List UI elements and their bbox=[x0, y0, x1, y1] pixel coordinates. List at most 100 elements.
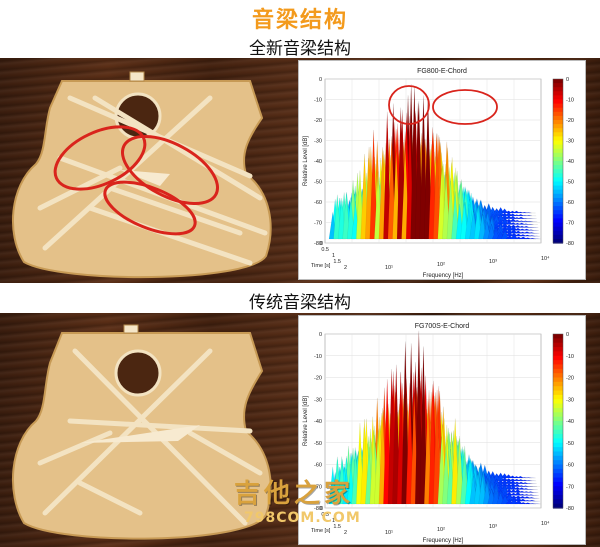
surface-spike bbox=[514, 499, 523, 505]
y-axis-label: Relative Level [dB] bbox=[303, 136, 309, 186]
surface-spike bbox=[509, 215, 517, 219]
y-tick-label: -60 bbox=[314, 200, 322, 206]
surface-spike bbox=[523, 234, 532, 237]
time-tick-label: 1 bbox=[332, 518, 335, 524]
colorbar-segment bbox=[553, 421, 563, 426]
y-tick-label: -40 bbox=[314, 419, 322, 425]
frequency-tick-label: 10² bbox=[437, 262, 445, 268]
colorbar-tick-label: -10 bbox=[566, 354, 574, 360]
surface-spike bbox=[528, 237, 537, 240]
y-tick-label: -10 bbox=[314, 98, 322, 104]
colorbar-segment bbox=[553, 403, 563, 409]
highlight-circle bbox=[120, 134, 220, 206]
surface-spike bbox=[517, 487, 526, 490]
surface-spike bbox=[518, 498, 528, 502]
surface-spike bbox=[523, 502, 532, 505]
surface-spike bbox=[525, 215, 533, 217]
guitar-top-traditional-bracing bbox=[12, 324, 272, 540]
colorbar-frame bbox=[552, 78, 564, 244]
colorbar-segment bbox=[553, 360, 563, 366]
surface-spike bbox=[383, 111, 392, 240]
surface-spike bbox=[521, 211, 528, 214]
colorbar-segment bbox=[553, 226, 563, 232]
watermark: 吉他之家 798COM.COM bbox=[234, 473, 361, 526]
colorbar-segment bbox=[553, 373, 563, 379]
surface-spike bbox=[521, 479, 529, 482]
surface-spike bbox=[528, 235, 536, 237]
time-tick-label: 1.5 bbox=[333, 259, 341, 265]
colorbar-segment bbox=[553, 128, 563, 133]
surface-spike bbox=[526, 488, 534, 490]
surface-spike bbox=[509, 218, 517, 222]
colorbar-segment bbox=[553, 442, 563, 448]
surface-spike bbox=[337, 456, 346, 505]
surface-spike bbox=[510, 234, 519, 240]
surface-spike bbox=[505, 220, 513, 225]
surface-spike bbox=[518, 236, 528, 240]
colorbar-segment bbox=[553, 156, 563, 162]
surface-spike bbox=[513, 491, 522, 496]
colorbar-segment bbox=[553, 460, 563, 466]
surface-spike bbox=[522, 220, 529, 222]
surface-spike bbox=[519, 502, 528, 505]
time-tick-label: 2 bbox=[344, 265, 347, 271]
surface-spike bbox=[512, 210, 521, 214]
surface-spike bbox=[519, 234, 527, 237]
surface-spike bbox=[504, 474, 513, 479]
colorbar-segment bbox=[553, 447, 563, 453]
y-tick-label: -10 bbox=[314, 354, 322, 360]
surface-spike bbox=[505, 215, 513, 219]
colorbar-segment bbox=[553, 230, 563, 236]
surface-spike bbox=[517, 479, 525, 482]
surface-spike bbox=[460, 452, 469, 505]
colorbar-segment bbox=[553, 451, 563, 457]
time-tick-label: 1.5 bbox=[333, 524, 341, 530]
y-tick-label: -30 bbox=[314, 397, 322, 403]
surface-spike bbox=[521, 482, 529, 484]
time-axis-label: Time [s] bbox=[311, 263, 331, 269]
colorbar-segment bbox=[553, 434, 563, 439]
surface-spike bbox=[513, 483, 522, 487]
surface-spike bbox=[522, 223, 530, 225]
surface-spike bbox=[522, 228, 531, 231]
surface-spike bbox=[446, 178, 455, 240]
y-tick-label: -50 bbox=[314, 180, 322, 186]
page-title: 音梁结构 bbox=[251, 8, 348, 33]
colorbar-tick-label: -20 bbox=[566, 376, 574, 382]
colorbar-segment bbox=[553, 83, 563, 88]
surface-spike bbox=[527, 494, 535, 496]
surface-spike bbox=[508, 475, 517, 479]
surface-spike bbox=[517, 220, 525, 222]
x-axis-label: Frequency [Hz] bbox=[423, 273, 464, 279]
colorbar-segment bbox=[553, 338, 563, 344]
colorbar-segment bbox=[553, 115, 563, 121]
section-heading-traditional: 传统音梁结构 bbox=[249, 293, 351, 313]
surface-spike bbox=[509, 222, 518, 225]
colorbar-segment bbox=[553, 99, 563, 105]
colorbar-segment bbox=[553, 429, 563, 435]
surface-spike bbox=[517, 216, 525, 219]
colorbar-segment bbox=[553, 416, 563, 422]
colorbar-segment bbox=[553, 412, 563, 418]
surface-spike bbox=[460, 201, 469, 240]
time-axis-label: Time [s] bbox=[311, 528, 331, 534]
watermark-name: 吉他之家 bbox=[234, 479, 355, 509]
colorbar-segment bbox=[553, 193, 563, 199]
surface-spike bbox=[433, 133, 441, 240]
colorbar-segment bbox=[553, 468, 563, 474]
colorbar-segment bbox=[553, 111, 563, 117]
surface-spike bbox=[482, 482, 491, 505]
colorbar-segment bbox=[553, 148, 563, 154]
y-tick-label: -20 bbox=[314, 118, 322, 124]
colorbar-segment bbox=[553, 455, 563, 461]
colorbar-segment bbox=[553, 181, 563, 187]
chart-title: FG700S-E-Chord bbox=[415, 323, 470, 330]
colorbar-tick-label: -40 bbox=[566, 159, 574, 165]
colorbar-tick-label: -80 bbox=[566, 506, 574, 512]
colorbar-segment bbox=[553, 107, 563, 113]
surface-spike bbox=[521, 485, 529, 487]
colorbar-segment bbox=[553, 368, 563, 374]
new-bracing-panel: FG800-E-Chord 0 -10 -20 -30 -40 -50 -60 -70 -80 Re… bbox=[0, 58, 600, 283]
surface-spike bbox=[518, 490, 526, 493]
y-tick-label: -50 bbox=[314, 441, 322, 447]
